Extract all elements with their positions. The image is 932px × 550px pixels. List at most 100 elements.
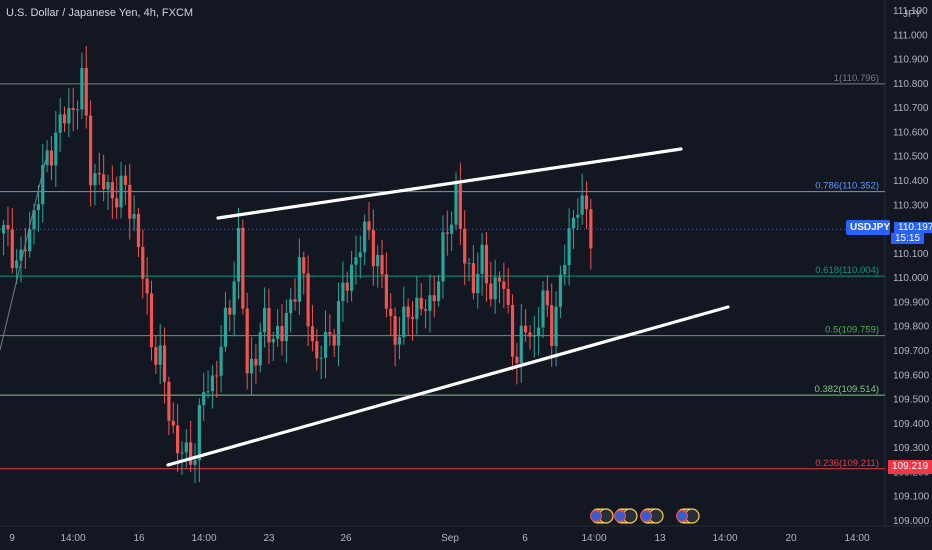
- candle-body: [519, 325, 523, 364]
- candle-body: [136, 214, 141, 247]
- candle-body: [228, 307, 232, 315]
- candle-body: [284, 313, 288, 342]
- candle-body: [80, 68, 84, 110]
- candle-body: [297, 257, 301, 302]
- candle-body: [271, 338, 275, 343]
- x-tick-label: 16: [133, 533, 145, 544]
- economic-event-flag-icon[interactable]: [589, 508, 614, 524]
- candle-body: [410, 317, 415, 319]
- candle-body: [45, 150, 49, 165]
- y-tick-label: 109.800: [893, 322, 930, 333]
- candle-body: [19, 249, 23, 261]
- candle-body: [393, 316, 397, 345]
- candle-body: [89, 115, 93, 186]
- y-tick-label: 109.300: [893, 443, 930, 454]
- y-tick-label: 110.000: [893, 273, 929, 284]
- candle-body: [476, 273, 480, 294]
- candle-body: [506, 288, 510, 305]
- candle-body: [445, 232, 449, 234]
- channel-upper-line[interactable]: [216, 147, 683, 220]
- y-tick-label: 109.900: [893, 297, 930, 308]
- candle-body: [102, 174, 106, 190]
- candle-body: [528, 332, 532, 337]
- fib-level-label: 0.618(110.004): [815, 265, 879, 276]
- x-tick-label: 13: [654, 533, 666, 544]
- candle-body: [6, 224, 10, 230]
- channel-lower-line[interactable]: [166, 305, 730, 467]
- candle-body: [437, 281, 441, 302]
- candle-body: [245, 308, 249, 374]
- y-tick-label: 109.600: [893, 370, 930, 381]
- candle-body: [154, 347, 158, 365]
- candle-body: [363, 221, 367, 253]
- candle-body: [141, 246, 145, 279]
- y-axis-unit: JPY: [903, 9, 922, 20]
- x-tick-label: 14:00: [581, 533, 606, 544]
- candle-body: [115, 198, 119, 208]
- x-tick-label: 14:00: [191, 533, 216, 544]
- candle-body: [10, 229, 14, 268]
- candle-body: [571, 217, 576, 229]
- economic-event-flag-icon[interactable]: [639, 508, 664, 524]
- fib-level-label: 0.382(109.514): [815, 384, 879, 395]
- candle-body: [497, 277, 502, 282]
- candle-body: [584, 195, 589, 210]
- candle-body: [336, 301, 341, 346]
- candle-body: [432, 295, 436, 302]
- candle-body: [567, 228, 571, 266]
- candle-body: [458, 183, 462, 229]
- candle-body: [171, 420, 175, 426]
- candle-body: [323, 332, 328, 358]
- candle-body: [332, 334, 336, 346]
- y-tick-label: 111.000: [893, 30, 928, 41]
- price-tag-price: 110.197: [894, 222, 932, 233]
- candle-body: [206, 391, 210, 393]
- y-tick-label: 110.500: [893, 152, 929, 163]
- y-tick-label: 111.100: [893, 6, 928, 17]
- candle-body: [467, 263, 471, 265]
- y-tick-label: 110.300: [893, 200, 929, 211]
- candle-body: [128, 184, 132, 219]
- candle-body: [315, 341, 319, 359]
- candle-body: [328, 332, 332, 335]
- candle-body: [319, 357, 323, 359]
- fib-level-label: 0.786(110.352): [815, 181, 879, 192]
- economic-event-flag-icon[interactable]: [613, 508, 638, 524]
- candle-body: [276, 326, 280, 339]
- candle-body: [15, 260, 19, 268]
- candle-body: [62, 114, 67, 124]
- diagonal-helper-line: [0, 149, 49, 351]
- candle-body: [67, 108, 71, 124]
- candle-body: [119, 175, 123, 208]
- candle-body: [310, 326, 315, 342]
- candle-body: [267, 308, 271, 343]
- candle-body: [32, 210, 36, 230]
- x-tick-label: Sep: [441, 533, 459, 544]
- candle-body: [93, 173, 97, 186]
- candle-body: [484, 244, 489, 284]
- y-tick-label: 109.500: [893, 395, 930, 406]
- y-tick-label: 109.100: [893, 492, 930, 503]
- candle-body: [376, 254, 380, 267]
- price-tag[interactable]: USDJPY 110.197 15:15: [846, 220, 932, 244]
- candle-body: [515, 356, 519, 364]
- fib-level-label: 0.236(109.211): [815, 458, 879, 469]
- x-tick-label: 6: [522, 533, 528, 544]
- candle-body: [589, 209, 593, 249]
- candle-body: [510, 304, 515, 357]
- y-tick-label: 110.700: [893, 103, 929, 114]
- candle-body: [541, 290, 545, 328]
- x-tick-label: 14:00: [844, 533, 869, 544]
- economic-event-flag-icon[interactable]: [675, 508, 700, 524]
- candle-body: [341, 282, 345, 302]
- candle-body: [389, 308, 393, 317]
- candle-body: [380, 254, 384, 275]
- candle-body: [358, 252, 362, 258]
- candle-body: [402, 306, 406, 338]
- candle-body: [537, 327, 541, 336]
- candle-body: [149, 293, 154, 348]
- candle-body: [28, 229, 32, 252]
- candle-body: [210, 375, 214, 392]
- candle-body: [41, 164, 45, 205]
